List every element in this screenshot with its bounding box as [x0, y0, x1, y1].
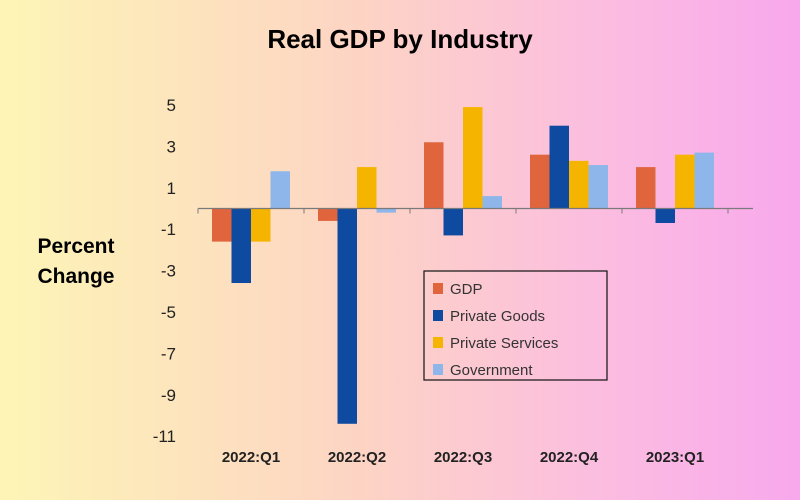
x-axis-category-labels: 2022:Q1 2022:Q2 2022:Q3 2022:Q4 2023:Q1 — [222, 449, 704, 466]
bar-private-services-2023-q1 — [675, 154, 695, 209]
bar-gdp-2022-q1 — [212, 208, 232, 242]
bar-private-services-2022-q1 — [251, 208, 271, 242]
bar-private-goods-2023-q1 — [655, 208, 675, 223]
legend-label: GDP — [450, 281, 483, 298]
legend-swatch — [433, 337, 443, 348]
bar-private-services-2022-q4 — [569, 160, 589, 209]
legend: GDP Private Goods Private Services Governme… — [423, 270, 608, 381]
x-axis-ticks — [197, 208, 729, 214]
y-tick-label: -3 — [161, 262, 176, 281]
bar-private-goods-2022-q3 — [443, 208, 463, 236]
bar-series-group — [212, 107, 714, 424]
x-category-label: 2022:Q1 — [222, 449, 280, 466]
bar-government-2022-q2 — [376, 208, 396, 213]
y-tick-label: 3 — [167, 137, 176, 156]
chart-title: Real GDP by Industry — [267, 24, 533, 54]
bar-gdp-2022-q2 — [318, 208, 338, 221]
bar-government-2022-q1 — [270, 171, 290, 209]
bar-gdp-2022-q3 — [424, 142, 444, 209]
y-axis-ticks: 5 3 1 -1 -3 -5 -7 -9 -11 — [153, 96, 176, 446]
legend-swatch — [433, 364, 443, 375]
bar-government-2022-q3 — [482, 196, 502, 209]
bar-private-goods-2022-q2 — [337, 208, 357, 424]
y-axis-label-line-2: Change — [37, 265, 115, 288]
bar-private-services-2022-q2 — [357, 167, 377, 209]
legend-swatch — [433, 283, 443, 294]
bar-private-goods-2022-q4 — [549, 125, 569, 209]
y-tick-label: -9 — [161, 386, 176, 405]
y-tick-label: 1 — [167, 179, 176, 198]
bar-private-goods-2022-q1 — [231, 208, 251, 284]
y-tick-label: -5 — [161, 303, 176, 322]
y-axis-label: Percent Change — [20, 232, 132, 292]
y-axis-label-line-1: Percent — [37, 235, 115, 258]
legend-label: Private Goods — [450, 308, 545, 325]
x-category-label: 2022:Q3 — [434, 449, 492, 466]
y-tick-label: -1 — [161, 220, 176, 239]
y-tick-label: -7 — [161, 344, 176, 363]
legend-box — [423, 270, 608, 381]
y-tick-label: -11 — [153, 427, 176, 446]
y-tick-label: 5 — [167, 96, 176, 115]
bar-government-2023-q1 — [694, 152, 714, 209]
legend-swatch — [433, 310, 443, 321]
legend-label: Private Services — [450, 335, 558, 352]
x-category-label: 2022:Q4 — [540, 449, 599, 466]
legend-label: Government — [450, 362, 533, 379]
bar-government-2022-q4 — [588, 165, 608, 209]
bar-gdp-2023-q1 — [636, 167, 656, 209]
x-category-label: 2023:Q1 — [646, 449, 704, 466]
bar-gdp-2022-q4 — [530, 154, 550, 209]
bar-private-services-2022-q3 — [463, 107, 483, 209]
x-category-label: 2022:Q2 — [328, 449, 386, 466]
